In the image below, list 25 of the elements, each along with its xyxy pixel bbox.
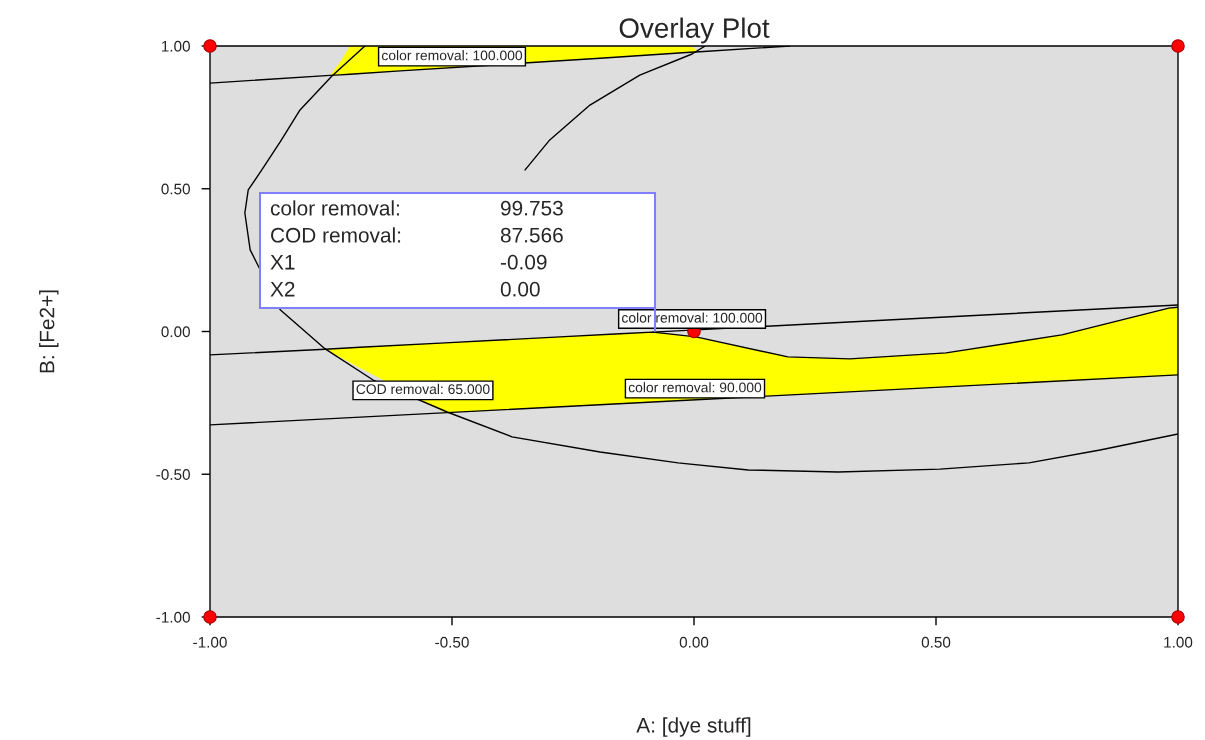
- x-tick-label: 0.50: [921, 636, 951, 648]
- annotation: X2: [270, 281, 295, 297]
- x-tick-label: 1.00: [1164, 636, 1193, 648]
- chart-title: Overlay Plot: [619, 17, 770, 44]
- annotation: 99.753: [500, 200, 563, 216]
- annotation: -0.09: [500, 254, 547, 270]
- annotation: color removal: 100.000: [381, 50, 523, 61]
- annotation: COD removal:: [271, 227, 401, 243]
- annotation: color removal:: [270, 200, 399, 216]
- y-tick-label: 0.00: [161, 326, 190, 338]
- annotation: X1: [270, 255, 295, 270]
- annotation: COD removal: 65.000: [356, 383, 490, 395]
- x-tick-label: -0.50: [435, 636, 469, 648]
- x-axis-title: A: [dye stuff]: [636, 717, 751, 737]
- y-tick-label: -1.00: [156, 611, 190, 623]
- y-tick-label: -0.50: [156, 469, 190, 480]
- y-tick-label: 1.00: [161, 40, 190, 52]
- y-tick-label: 0.50: [161, 183, 190, 195]
- x-tick-label: -1.00: [193, 636, 227, 648]
- annotation: color removal: 90.000: [628, 382, 762, 393]
- y-axis-title: B: [Fe2+]: [39, 290, 59, 373]
- annotation: 0.00: [500, 281, 540, 297]
- annotation: color removal: 100.000: [622, 312, 763, 323]
- x-tick-label: 0.00: [679, 636, 709, 648]
- annotation: 87.566: [500, 227, 563, 243]
